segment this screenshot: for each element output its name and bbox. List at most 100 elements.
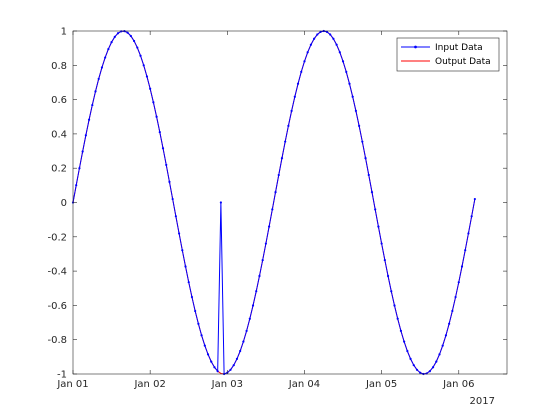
input-data-point	[325, 30, 329, 33]
input-data-point	[155, 115, 158, 118]
y-tick-label: 0	[61, 198, 67, 209]
input-data-point	[438, 353, 441, 356]
input-data-point	[332, 37, 335, 40]
input-data-point	[78, 167, 81, 170]
input-data-point	[415, 368, 419, 371]
input-data-point	[367, 173, 370, 177]
input-data-point	[232, 364, 235, 367]
input-data-point	[142, 64, 145, 67]
input-data-point	[386, 274, 390, 278]
input-data-point	[361, 140, 364, 143]
x-axis-year-label: 2017	[470, 396, 495, 407]
input-data-point	[187, 281, 190, 284]
input-data-point	[268, 225, 271, 228]
input-data-point	[290, 109, 293, 112]
input-data-point	[280, 157, 284, 160]
input-data-point	[245, 329, 248, 332]
input-data-point	[81, 150, 84, 153]
input-data-point	[200, 334, 203, 337]
input-data-point	[354, 109, 358, 112]
input-data-point	[444, 334, 448, 337]
input-data-point	[181, 249, 184, 252]
input-data-point	[113, 35, 116, 38]
input-data-point	[177, 232, 181, 235]
y-tick-label: -0.4	[47, 267, 67, 278]
input-data-point	[87, 118, 91, 121]
input-data-point	[393, 304, 396, 307]
y-tick-label: 0.6	[51, 95, 67, 106]
y-tick-label: -0.6	[47, 301, 67, 312]
y-tick-label: -0.8	[47, 335, 67, 346]
input-data-point	[94, 90, 97, 93]
input-data-point	[412, 364, 415, 367]
input-data-point	[206, 353, 210, 356]
y-tick-label: 0.2	[51, 164, 67, 175]
input-data-point	[174, 215, 177, 218]
input-data-point	[184, 265, 187, 268]
input-data-point	[319, 30, 322, 33]
input-data-point	[377, 225, 380, 228]
input-data-point	[161, 147, 165, 150]
input-data-point	[261, 258, 264, 262]
y-tick-label: 0.8	[51, 61, 67, 72]
legend-items: Input Data Output Data	[401, 43, 491, 67]
input-data-point	[190, 295, 194, 299]
input-data-point	[293, 95, 296, 98]
input-data-point	[171, 197, 174, 201]
input-data-point	[165, 163, 168, 166]
input-data-line	[72, 30, 476, 375]
input-data-point	[454, 295, 457, 299]
input-data-point	[345, 70, 348, 73]
input-data-point	[75, 184, 78, 187]
legend: Input Data Output Data	[396, 37, 500, 72]
input-data-point	[84, 134, 87, 137]
input-data-point	[100, 66, 104, 69]
input-data-point	[457, 281, 460, 284]
x-tick-label: Jan 06	[442, 379, 474, 390]
input-data-point	[203, 344, 206, 347]
input-data-point	[149, 87, 152, 90]
legend-box	[396, 37, 500, 72]
y-tick-label: -0.2	[47, 232, 67, 243]
input-data-point	[309, 43, 312, 46]
input-data-point	[274, 191, 277, 194]
input-data-point	[374, 208, 377, 211]
input-data-point	[126, 31, 129, 34]
input-data-point	[145, 75, 149, 78]
y-axis: -1 -0.8 -0.6 -0.4 -0.2 0 0.2 0.4 0.6 0.8 1	[47, 27, 507, 381]
input-data-point	[403, 340, 406, 343]
input-data-point	[258, 274, 261, 278]
input-data-point	[451, 309, 454, 313]
input-data-point	[116, 32, 120, 35]
series-layer	[71, 29, 476, 376]
input-data-point	[120, 30, 123, 33]
input-data-point	[284, 140, 287, 143]
input-data-point	[210, 360, 213, 363]
input-data-point	[277, 173, 280, 177]
input-data-point	[396, 317, 399, 320]
legend-marker	[414, 45, 417, 49]
input-data-point	[435, 360, 438, 363]
input-data-point	[300, 70, 303, 73]
input-data-point	[168, 180, 171, 183]
input-data-point	[239, 349, 242, 353]
input-data-point	[303, 60, 306, 63]
input-data-point	[248, 317, 251, 320]
input-data-point	[229, 368, 232, 371]
input-data-point	[390, 290, 393, 293]
plot-area	[73, 31, 507, 374]
input-data-point	[441, 344, 444, 347]
input-data-point	[383, 258, 386, 262]
input-data-point	[104, 56, 107, 59]
input-data-point	[194, 309, 197, 313]
input-data-point	[271, 208, 274, 211]
input-data-point	[213, 366, 216, 369]
input-data-point	[370, 191, 374, 194]
input-data-point	[448, 322, 451, 325]
input-data-point	[335, 43, 338, 46]
input-data-point	[197, 322, 200, 325]
x-tick-label: Jan 04	[288, 379, 320, 390]
input-data-point	[91, 103, 94, 107]
input-data-point	[158, 131, 161, 134]
